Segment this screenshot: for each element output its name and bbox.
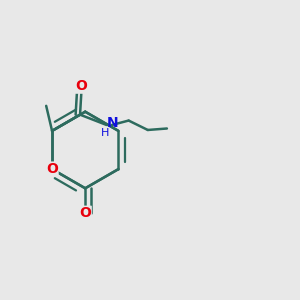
Text: O: O	[76, 79, 88, 93]
Text: N: N	[107, 116, 119, 130]
Text: H: H	[101, 128, 109, 138]
Text: O: O	[46, 162, 58, 176]
Text: O: O	[79, 206, 91, 220]
